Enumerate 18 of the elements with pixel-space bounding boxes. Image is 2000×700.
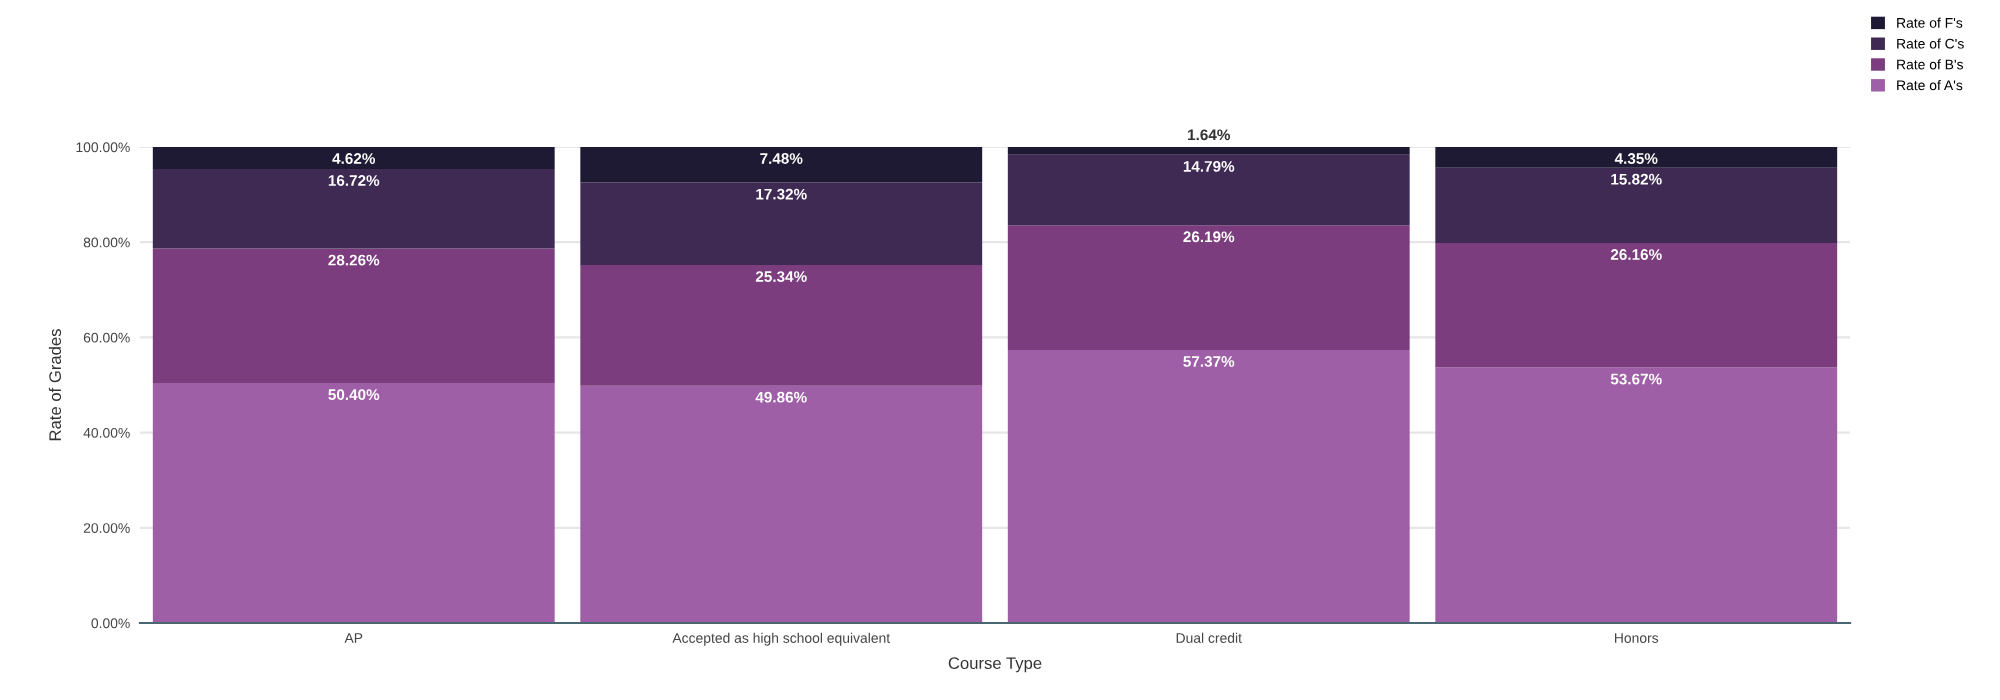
bar bbox=[580, 385, 983, 623]
bar bbox=[152, 248, 555, 384]
bar bbox=[580, 147, 983, 183]
bar bbox=[1007, 154, 1410, 226]
bar bbox=[580, 265, 983, 386]
bar bbox=[1435, 167, 1838, 244]
bar bbox=[1435, 367, 1838, 623]
x-axis-title: Course Type bbox=[948, 657, 1042, 673]
bar bbox=[1007, 147, 1410, 155]
bar bbox=[152, 147, 555, 169]
bar bbox=[1007, 225, 1410, 350]
bar bbox=[1435, 147, 1838, 168]
bar bbox=[580, 182, 983, 266]
bar bbox=[152, 383, 555, 623]
bar bbox=[152, 168, 555, 249]
y-axis-title: Rate of Grades bbox=[48, 329, 62, 441]
bar bbox=[1435, 243, 1838, 368]
bar bbox=[1007, 349, 1410, 623]
